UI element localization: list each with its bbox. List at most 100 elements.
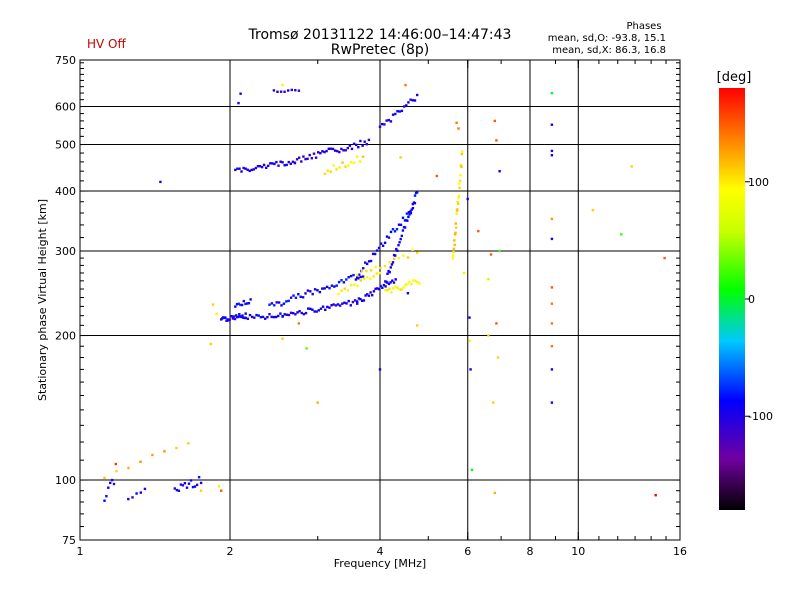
echo-point (251, 315, 254, 319)
echo-point (300, 311, 303, 315)
y-tick-label: 500 (55, 139, 76, 152)
echo-point (285, 313, 288, 316)
echo-point (337, 280, 341, 284)
echo-point (353, 299, 357, 302)
echo-point (470, 468, 474, 472)
echo-point (330, 284, 334, 287)
echo-point (325, 149, 328, 153)
echo-point (187, 482, 191, 485)
echo-point (340, 147, 343, 151)
echo-point (390, 291, 393, 294)
echo-point (458, 182, 461, 185)
echo-point (328, 287, 331, 290)
echo-point (312, 152, 316, 155)
echo-point (327, 147, 330, 150)
echo-point (361, 144, 364, 147)
echo-point (179, 483, 183, 486)
echo-point (300, 160, 303, 163)
echo-point (386, 272, 389, 275)
echo-point (328, 306, 331, 309)
echo-point (323, 150, 326, 154)
echo-point (297, 293, 300, 296)
echo-point (259, 316, 263, 319)
echo-point (350, 284, 353, 287)
echo-point (143, 487, 147, 491)
echo-point (246, 168, 249, 171)
echo-point (261, 315, 265, 319)
echo-point (375, 272, 378, 275)
echo-point (386, 289, 389, 292)
echo-point (413, 194, 417, 197)
echo-point (452, 247, 456, 250)
echo-point (269, 162, 272, 165)
echo-point (356, 273, 359, 277)
echo-point (294, 296, 298, 299)
echo-point (389, 266, 392, 269)
echo-point (287, 160, 290, 164)
echo-point (451, 257, 454, 260)
echo-point (493, 119, 496, 123)
echo-point (296, 311, 299, 314)
echo-point (364, 261, 367, 264)
echo-point (416, 191, 419, 194)
echo-point (310, 157, 313, 160)
chart-title: Tromsø 20131122 14:46:00–14:47:43 (248, 27, 512, 43)
echo-point (335, 168, 338, 171)
echo-point (416, 251, 419, 254)
echo-point (550, 368, 554, 371)
x-tick-label: 6 (464, 545, 471, 558)
echo-point (353, 161, 356, 164)
echo-point (305, 347, 308, 350)
echo-point (236, 167, 239, 170)
echo-point (279, 90, 283, 93)
echo-point (418, 282, 421, 285)
echo-point (387, 236, 391, 239)
echo-point (359, 139, 362, 143)
echo-point (292, 294, 295, 297)
echo-point (316, 289, 319, 292)
colorbar-label: [deg] (717, 70, 752, 85)
echo-point (337, 292, 340, 296)
echo-point (550, 217, 554, 221)
echo-point (377, 287, 381, 291)
echo-point (388, 261, 391, 264)
echo-point (237, 315, 240, 319)
y-tick-label: 100 (55, 474, 76, 487)
echo-point (233, 317, 237, 321)
echo-point (362, 267, 365, 270)
echo-point (367, 260, 371, 263)
echo-point (224, 316, 227, 319)
echo-point (398, 288, 401, 291)
echo-point (359, 279, 362, 282)
echo-point (112, 482, 116, 486)
echo-point (395, 247, 398, 251)
echo-point (307, 307, 310, 310)
echo-point (349, 304, 352, 307)
echo-point (391, 261, 395, 264)
x-tick-label: 10 (571, 545, 585, 558)
echo-point (321, 305, 325, 308)
echo-point (374, 287, 377, 290)
echo-point (412, 279, 415, 282)
echo-point (654, 494, 657, 497)
echo-point (249, 298, 252, 301)
echo-point (400, 109, 404, 113)
echo-point (492, 401, 495, 404)
echo-point (302, 155, 305, 158)
echo-point (410, 208, 413, 211)
echo-point (403, 226, 407, 229)
echo-point (362, 299, 366, 302)
echo-point (407, 215, 410, 219)
echo-point (333, 149, 337, 152)
echo-point (456, 202, 460, 206)
echo-point (326, 305, 329, 309)
echo-point (342, 281, 346, 284)
echo-point (272, 89, 276, 92)
echo-point (352, 142, 356, 145)
echo-point (357, 297, 361, 300)
echo-point (376, 287, 379, 290)
echo-point (177, 489, 181, 492)
echo-point (550, 91, 554, 95)
echo-point (287, 299, 290, 303)
